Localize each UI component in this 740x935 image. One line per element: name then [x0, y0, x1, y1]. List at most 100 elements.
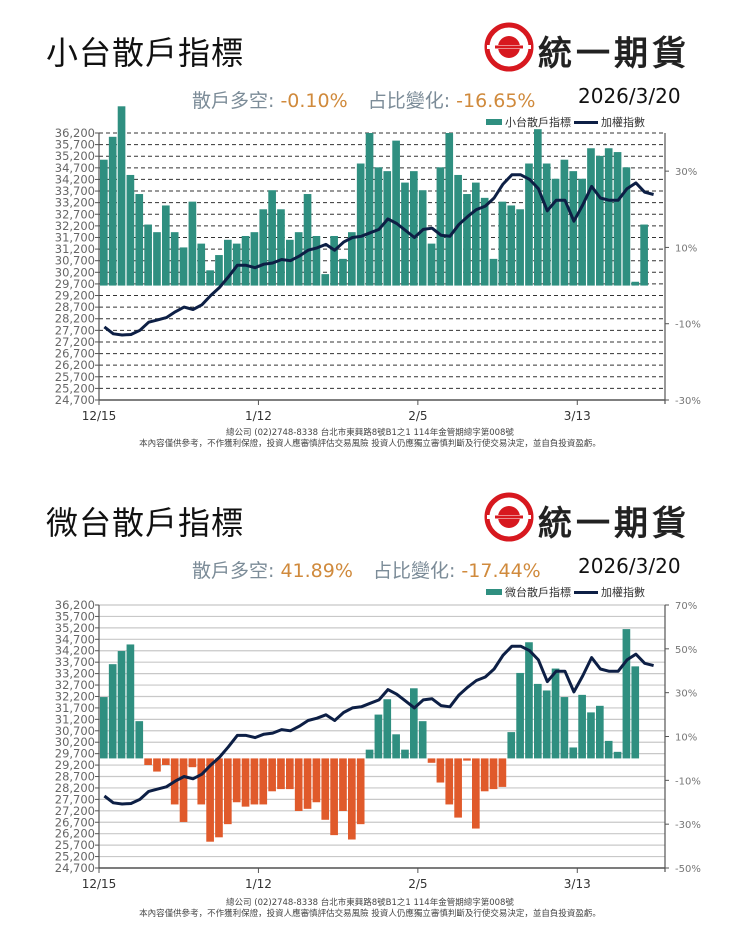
y-left-tick-label: 25,700: [55, 370, 95, 384]
bar: [268, 190, 276, 286]
y-left-tick-label: 34,200: [55, 172, 95, 186]
legend-line-swatch: [574, 120, 598, 124]
bar: [277, 209, 285, 286]
bar: [179, 758, 188, 822]
stats-line: 散戶多空: -0.10% 占比變化: -16.65%: [192, 86, 549, 113]
bar: [374, 167, 383, 286]
bar: [356, 163, 365, 286]
y-left-tick-label: 26,700: [55, 815, 95, 829]
bar: [498, 758, 507, 787]
bar: [410, 171, 418, 286]
y-left-tick-label: 30,200: [55, 265, 95, 279]
y-left-tick-label: 29,200: [55, 289, 95, 303]
y-left-tick-label: 35,200: [55, 621, 95, 635]
bar: [259, 758, 268, 805]
bar: [631, 666, 640, 759]
bar: [507, 732, 516, 759]
bar: [144, 758, 152, 765]
bar: [241, 235, 250, 286]
y-left-tick-label: 32,700: [55, 678, 95, 692]
bar: [401, 182, 409, 286]
bar: [268, 758, 276, 792]
bar: [170, 232, 179, 286]
bar: [303, 194, 312, 286]
bar: [206, 270, 214, 286]
bar: [224, 239, 232, 286]
bar: [321, 274, 330, 286]
bar: [551, 178, 560, 286]
bar: [100, 159, 108, 286]
y-left-tick-label: 25,200: [55, 850, 95, 864]
bar: [259, 209, 268, 286]
bar: [534, 683, 542, 759]
y-left-tick-label: 29,700: [55, 277, 95, 291]
brand-mark-icon: [484, 22, 534, 72]
stat-label-share-change: 占比變化:: [367, 90, 451, 112]
y-right-tick-label: 30%: [675, 689, 697, 700]
bar: [587, 712, 595, 759]
y-left-tick-label: 24,700: [55, 861, 95, 875]
bar: [401, 749, 409, 759]
panel-mini-tx: 小台散戶指標 統一期貨 散戶多空: -0.10% 占比變化: -16.65% 2…: [0, 0, 740, 465]
y-left-tick-label: 35,200: [55, 149, 95, 163]
bar: [356, 758, 365, 825]
brand-name: 統一期貨: [538, 504, 690, 544]
bar: [330, 235, 338, 286]
bar: [489, 258, 498, 286]
bar: [472, 182, 480, 286]
y-right-tick-label: -10%: [675, 320, 701, 331]
bar: [560, 159, 569, 286]
bar: [286, 758, 294, 790]
bar: [480, 197, 489, 286]
bar: [365, 749, 374, 759]
bar: [472, 758, 480, 829]
bar: [250, 758, 259, 805]
bar: [108, 136, 117, 286]
bar: [312, 758, 321, 803]
bar: [454, 174, 462, 286]
x-tick-label: 3/13: [564, 409, 591, 423]
bar: [560, 697, 569, 759]
y-left-tick-label: 24,700: [55, 393, 95, 407]
bar: [188, 201, 197, 286]
report-date: 2026/3/20: [578, 554, 681, 578]
y-left-tick-label: 30,700: [55, 254, 95, 268]
bar: [427, 758, 436, 763]
x-tick-label: 1/12: [245, 877, 272, 891]
chart-legend: 微台散戶指標 加權指數: [486, 584, 645, 600]
retail-indicator-chart: 36,20035,70035,20034,70034,20033,70033,2…: [55, 598, 701, 891]
report-date: 2026/3/20: [578, 84, 681, 108]
y-left-tick-label: 35,700: [55, 138, 95, 152]
y-right-tick-label: -10%: [675, 776, 701, 787]
bar: [294, 232, 303, 286]
y-left-tick-label: 31,200: [55, 712, 95, 726]
y-left-tick-label: 32,200: [55, 689, 95, 703]
bar: [321, 758, 330, 820]
x-tick-label: 12/15: [82, 409, 117, 423]
bar: [250, 232, 259, 286]
bar: [445, 133, 454, 286]
y-left-tick-label: 34,700: [55, 161, 95, 175]
bar: [427, 243, 436, 286]
bar: [489, 758, 498, 790]
y-left-tick-label: 34,200: [55, 644, 95, 658]
stat-value-retail-ratio: -0.10%: [280, 90, 348, 112]
brand-name: 統一期貨: [538, 34, 690, 74]
footer-address: 總公司 (02)2748-8338 台北市東興路8號B1之1 114年金管期總字…: [226, 898, 514, 908]
bar: [330, 758, 338, 836]
y-right-tick-label: 70%: [675, 601, 697, 612]
bar: [303, 758, 312, 809]
bar: [498, 201, 507, 286]
bar: [277, 758, 285, 790]
bar: [454, 758, 462, 818]
bar: [224, 758, 232, 825]
bar: [162, 758, 170, 765]
bar: [232, 758, 241, 803]
bar: [286, 239, 294, 286]
bar: [117, 106, 126, 286]
bar: [392, 734, 400, 759]
bar: [604, 740, 613, 759]
panel-micro-tx: 微台散戶指標 統一期貨 散戶多空: 41.89% 占比變化: -17.44% 2…: [0, 470, 740, 935]
y-left-tick-label: 30,200: [55, 735, 95, 749]
bar: [374, 714, 383, 759]
